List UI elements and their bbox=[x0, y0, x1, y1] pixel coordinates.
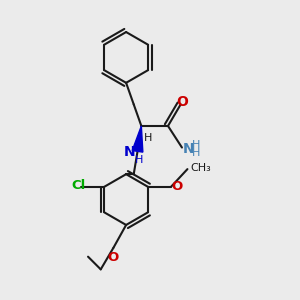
Text: O: O bbox=[172, 180, 183, 193]
Text: H: H bbox=[192, 148, 200, 158]
Text: Cl: Cl bbox=[72, 179, 86, 193]
Text: N: N bbox=[183, 142, 194, 156]
Text: O: O bbox=[108, 251, 119, 264]
Text: H: H bbox=[144, 133, 153, 143]
Text: O: O bbox=[176, 95, 188, 109]
Text: CH₃: CH₃ bbox=[190, 163, 211, 172]
Polygon shape bbox=[132, 126, 143, 152]
Text: N: N bbox=[123, 145, 135, 159]
Text: H: H bbox=[134, 155, 143, 165]
Text: H: H bbox=[192, 140, 200, 150]
